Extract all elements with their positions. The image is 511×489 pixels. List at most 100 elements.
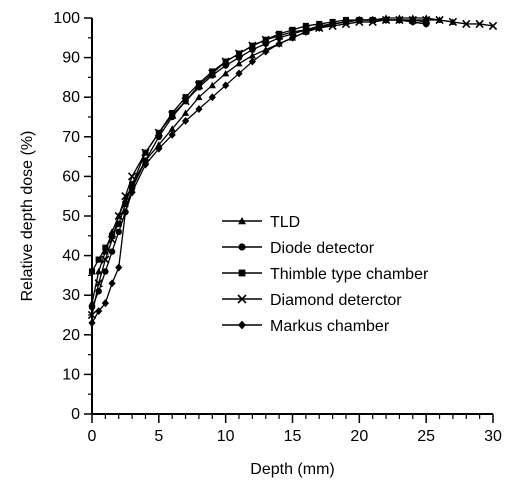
data-point	[422, 15, 431, 25]
data-point	[141, 160, 150, 169]
data-point	[168, 110, 177, 120]
x-axis-ticks: 0 5 10 15 20 25 30	[88, 414, 502, 445]
series-4	[88, 16, 430, 327]
y-tick-label: 60	[62, 168, 80, 185]
legend-item: Thimble type chamber	[222, 266, 429, 283]
data-point	[222, 69, 230, 77]
data-point	[181, 96, 190, 106]
data-point	[168, 125, 176, 132]
data-point	[221, 57, 230, 66]
x-tick-label: 10	[217, 428, 235, 445]
data-point	[248, 41, 257, 50]
data-point	[102, 268, 109, 275]
data-point	[114, 211, 123, 221]
y-tick-label: 70	[62, 129, 80, 146]
legend-label: Markus chamber	[270, 318, 390, 335]
data-point	[462, 19, 471, 29]
data-point	[194, 81, 204, 90]
data-point	[275, 39, 283, 48]
x-tick-label: 0	[88, 428, 97, 445]
y-tick-label: 0	[71, 406, 80, 423]
data-point	[369, 16, 377, 24]
legend-marker	[238, 243, 246, 251]
data-point	[122, 201, 129, 208]
data-point	[448, 17, 458, 27]
data-point	[409, 18, 417, 26]
legend-label: Thimble type chamber	[270, 266, 429, 283]
data-point	[261, 35, 270, 44]
data-point	[101, 299, 109, 308]
data-point	[329, 19, 337, 28]
data-point	[181, 117, 190, 125]
data-point	[262, 47, 270, 56]
data-point	[289, 26, 296, 33]
x-tick-label: 5	[154, 428, 163, 445]
legend-marker	[237, 294, 247, 304]
data-point	[107, 235, 117, 244]
x-tick-label: 25	[417, 428, 435, 445]
data-point	[95, 267, 103, 275]
y-tick-label: 10	[62, 366, 80, 383]
y-axis-ticks: 0 10 20 30 40 50 60 70 80 90 100	[53, 10, 92, 423]
legend-item: Diamond deterctor	[222, 292, 402, 309]
legend-marker	[238, 269, 246, 277]
data-point	[115, 263, 123, 272]
data-point	[195, 80, 202, 87]
data-point	[128, 188, 136, 197]
data-point	[101, 255, 110, 264]
data-point	[129, 181, 136, 188]
series-layer	[87, 14, 498, 327]
legend-item: Markus chamber	[222, 318, 390, 335]
data-point	[288, 27, 297, 37]
data-point	[274, 31, 284, 40]
data-point	[395, 16, 404, 24]
data-point	[154, 128, 163, 138]
data-point	[115, 220, 122, 227]
data-point	[248, 52, 256, 59]
data-point	[355, 16, 363, 24]
x-tick-label: 20	[350, 428, 368, 445]
y-tick-label: 50	[62, 208, 80, 225]
data-point	[208, 81, 216, 89]
data-point	[121, 192, 130, 201]
data-point	[108, 232, 116, 239]
data-point	[95, 256, 102, 263]
data-point	[422, 19, 430, 28]
data-point	[488, 21, 498, 31]
data-point	[316, 20, 323, 27]
legend-label: Diamond deterctor	[270, 292, 402, 309]
x-tick-label: 15	[284, 428, 302, 445]
data-point	[108, 248, 116, 255]
data-point	[94, 279, 103, 288]
data-point	[209, 68, 216, 75]
data-point	[195, 105, 203, 114]
data-point	[168, 130, 176, 139]
data-point	[181, 109, 190, 116]
data-point	[208, 69, 217, 78]
series-line	[91, 19, 427, 308]
legend-marker	[238, 217, 246, 225]
data-point	[302, 22, 309, 29]
data-point	[141, 148, 150, 157]
legend-marker	[238, 320, 246, 330]
series-2	[88, 16, 430, 275]
legend-label: Diode detector	[270, 240, 375, 257]
y-tick-label: 100	[53, 10, 80, 27]
y-tick-label: 80	[62, 89, 80, 106]
legend-item: Diode detector	[222, 240, 375, 257]
y-tick-label: 30	[62, 287, 80, 304]
data-point	[182, 94, 189, 101]
legend-label: TLD	[270, 214, 300, 231]
data-point	[342, 18, 350, 26]
data-point	[121, 208, 130, 216]
data-point	[108, 279, 116, 288]
data-point	[302, 27, 310, 36]
data-point	[102, 244, 109, 251]
y-tick-label: 20	[62, 327, 80, 344]
data-point	[315, 23, 323, 32]
data-point	[127, 172, 137, 181]
data-point	[234, 49, 244, 58]
data-point	[382, 16, 390, 24]
x-tick-label: 30	[484, 428, 502, 445]
